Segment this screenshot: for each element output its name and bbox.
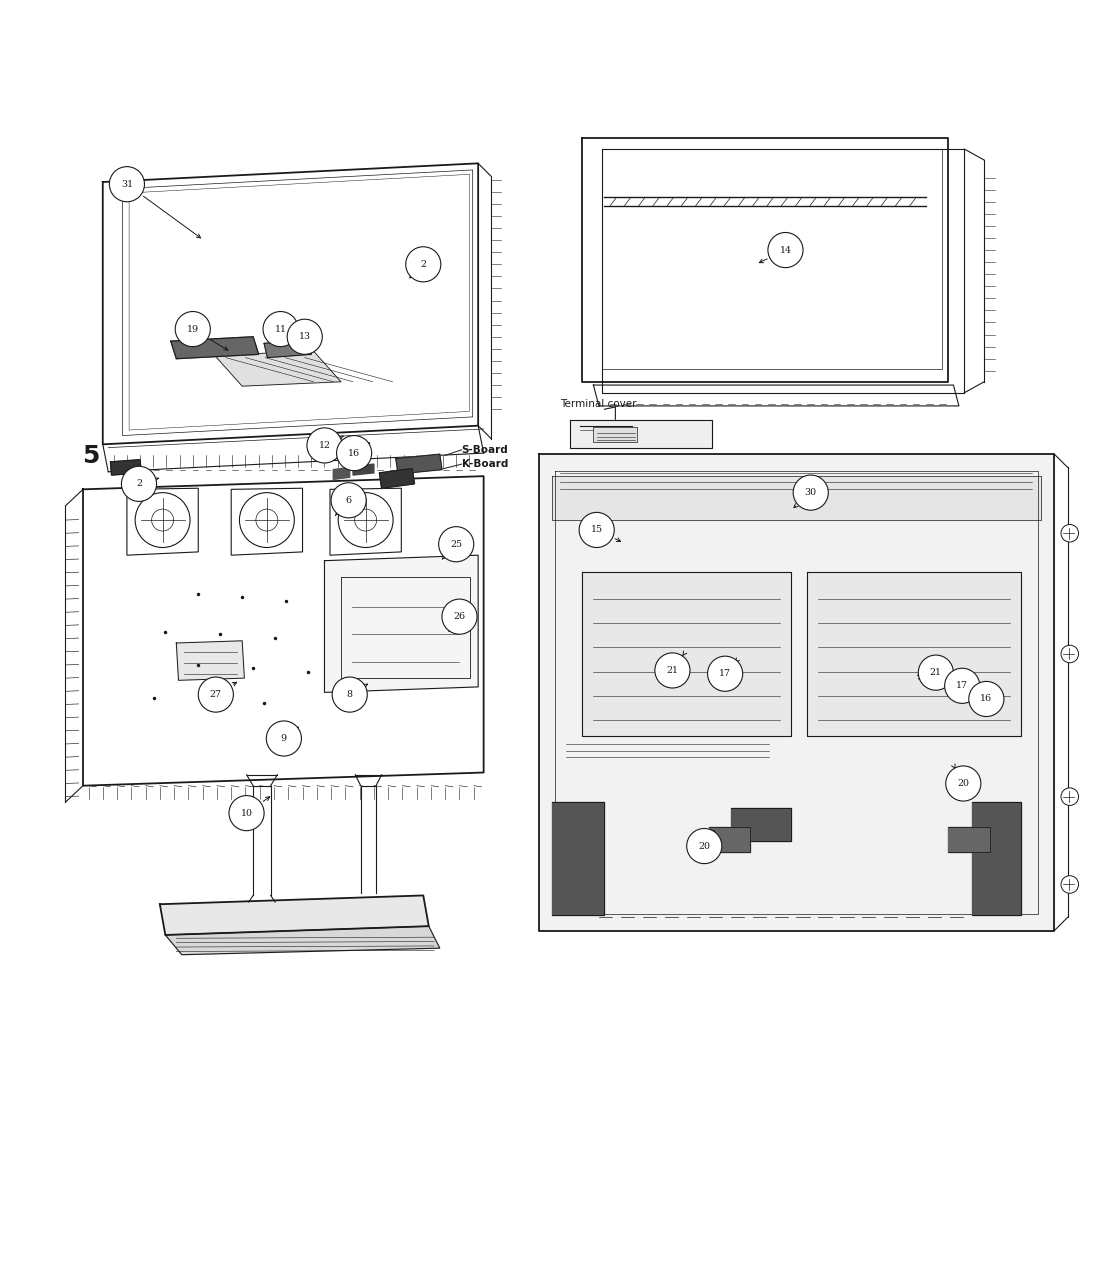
Polygon shape: [264, 340, 311, 358]
Text: 25: 25: [451, 540, 463, 549]
Text: 12: 12: [319, 441, 331, 450]
Text: 9: 9: [281, 734, 287, 743]
Circle shape: [439, 527, 474, 562]
Circle shape: [1061, 788, 1078, 805]
Circle shape: [406, 247, 441, 282]
Circle shape: [266, 721, 301, 756]
Polygon shape: [165, 926, 440, 954]
Circle shape: [110, 167, 144, 202]
Polygon shape: [353, 464, 374, 475]
Polygon shape: [324, 556, 478, 692]
Text: 17: 17: [719, 669, 731, 678]
Polygon shape: [111, 459, 141, 475]
Text: 15: 15: [590, 526, 602, 535]
Polygon shape: [709, 827, 751, 851]
Text: 14: 14: [779, 246, 791, 255]
Circle shape: [579, 512, 614, 548]
Text: 8: 8: [347, 691, 353, 700]
Circle shape: [332, 676, 367, 712]
Text: 26: 26: [454, 612, 466, 621]
Text: 6: 6: [345, 496, 352, 505]
Polygon shape: [948, 827, 989, 851]
Text: 31: 31: [121, 180, 133, 189]
Text: 20: 20: [698, 841, 710, 850]
Text: 17: 17: [956, 682, 968, 691]
Circle shape: [198, 676, 233, 712]
Text: 5: 5: [82, 445, 99, 468]
Circle shape: [121, 467, 156, 502]
Text: Terminal cover: Terminal cover: [560, 399, 637, 409]
Polygon shape: [379, 468, 414, 489]
Circle shape: [1061, 525, 1078, 541]
Polygon shape: [731, 808, 791, 841]
Circle shape: [687, 828, 722, 864]
Circle shape: [175, 311, 210, 347]
Polygon shape: [808, 572, 1021, 737]
Polygon shape: [552, 802, 604, 916]
Polygon shape: [214, 351, 341, 386]
Text: 20: 20: [957, 779, 969, 788]
Circle shape: [287, 319, 322, 355]
Circle shape: [263, 311, 298, 347]
Text: 2: 2: [420, 260, 426, 269]
Polygon shape: [159, 895, 429, 935]
Text: 19: 19: [187, 324, 199, 333]
Text: 16: 16: [980, 694, 992, 703]
Text: 21: 21: [666, 666, 678, 675]
Circle shape: [1061, 646, 1078, 662]
Circle shape: [969, 682, 1003, 716]
Circle shape: [331, 482, 366, 518]
Text: K-Board: K-Board: [462, 459, 508, 469]
Polygon shape: [570, 421, 712, 448]
Circle shape: [919, 655, 954, 691]
Circle shape: [708, 656, 743, 692]
Circle shape: [336, 436, 371, 471]
Polygon shape: [333, 467, 349, 480]
Polygon shape: [593, 427, 637, 442]
Polygon shape: [582, 572, 791, 737]
Circle shape: [655, 653, 690, 688]
Polygon shape: [396, 454, 442, 475]
Polygon shape: [170, 337, 258, 359]
Polygon shape: [973, 802, 1021, 916]
Text: S-Board: S-Board: [462, 445, 509, 455]
Polygon shape: [539, 454, 1054, 931]
Text: 13: 13: [299, 332, 311, 341]
Circle shape: [1061, 876, 1078, 894]
Polygon shape: [176, 640, 244, 680]
Circle shape: [946, 766, 981, 801]
Text: 2: 2: [136, 480, 142, 489]
Circle shape: [307, 428, 342, 463]
Text: 10: 10: [241, 809, 253, 818]
Circle shape: [442, 599, 477, 634]
Text: 27: 27: [210, 691, 222, 700]
Circle shape: [793, 475, 829, 511]
Text: 21: 21: [930, 669, 942, 678]
Polygon shape: [552, 476, 1041, 520]
Text: 11: 11: [275, 324, 287, 333]
Circle shape: [229, 796, 264, 831]
Circle shape: [945, 669, 980, 703]
Text: 16: 16: [348, 449, 360, 458]
Circle shape: [768, 233, 803, 267]
Text: 30: 30: [804, 489, 817, 498]
